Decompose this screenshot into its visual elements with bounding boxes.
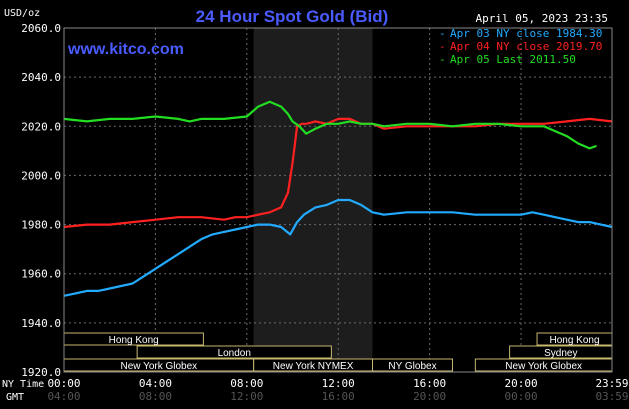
market-session-label: New York Globex (505, 361, 582, 372)
x-tick-label-ny: 23:59 (595, 377, 628, 390)
date-stamp: April 05, 2023 23:35 (476, 12, 608, 25)
x-tick-label-ny: 12:00 (322, 377, 355, 390)
legend-label-2: Apr 05 Last 2011.50 (450, 53, 576, 66)
market-session-label: Sydney (544, 348, 577, 359)
y-axis-label: USD/oz (4, 8, 40, 19)
x-tick-label-gmt: 03:59 (595, 390, 628, 403)
market-session-label: London (218, 348, 251, 359)
legend-dash-1: - (439, 40, 446, 53)
x-tick-label-gmt: 20:00 (413, 390, 446, 403)
x-tick-label-ny: 00:00 (47, 377, 80, 390)
y-tick-label: 1940.0 (21, 317, 61, 330)
market-session-label: New York NYMEX (273, 361, 354, 372)
market-session-label: NY Globex (388, 361, 436, 372)
y-tick-label: 2000.0 (21, 169, 61, 182)
series-line-1 (63, 117, 613, 229)
series-line-2 (63, 100, 597, 150)
y-tick-label: 2060.0 (21, 22, 61, 35)
y-tick-label: 2040.0 (21, 71, 61, 84)
market-session-label: Hong Kong (549, 335, 599, 346)
chart-title: 24 Hour Spot Gold (Bid) (196, 7, 389, 26)
y-tick-label: 1960.0 (21, 268, 61, 281)
x-tick-label-ny: 20:00 (504, 377, 537, 390)
x-tick-label-gmt: 04:00 (47, 390, 80, 403)
y-tick-label: 1980.0 (21, 219, 61, 232)
x-tick-label-ny: 04:00 (139, 377, 172, 390)
legend-dash-2: - (439, 53, 446, 66)
y-tick-label: 2020.0 (21, 120, 61, 133)
series-line-0 (63, 198, 613, 297)
y-tick-label: 1920.0 (21, 366, 61, 379)
legend-label-1: Apr 04 NY close 2019.70 (450, 40, 602, 53)
x-tick-label-ny: 16:00 (413, 377, 446, 390)
x-axis-label-ny: NY Time (2, 379, 44, 390)
legend-label-0: Apr 03 NY close 1984.30 (450, 27, 602, 40)
x-tick-label-gmt: 12:00 (230, 390, 263, 403)
nymex-shade (253, 28, 373, 372)
plot-frame (63, 27, 613, 373)
x-tick-label-gmt: 00:00 (504, 390, 537, 403)
x-tick-label-gmt: 08:00 (139, 390, 172, 403)
market-session-box (372, 358, 453, 372)
x-axis-label-gmt: GMT (6, 392, 24, 403)
x-tick-label-gmt: 16:00 (322, 390, 355, 403)
legend-dash-0: - (439, 27, 446, 40)
x-tick-label-ny: 08:00 (230, 377, 263, 390)
market-session-box (136, 345, 332, 359)
market-session-label: New York Globex (120, 361, 197, 372)
legend: - Apr 03 NY close 1984.30 - Apr 04 NY cl… (439, 27, 602, 66)
market-session-label: Hong Kong (109, 335, 159, 346)
watermark-text: www.kitco.com (67, 41, 184, 58)
